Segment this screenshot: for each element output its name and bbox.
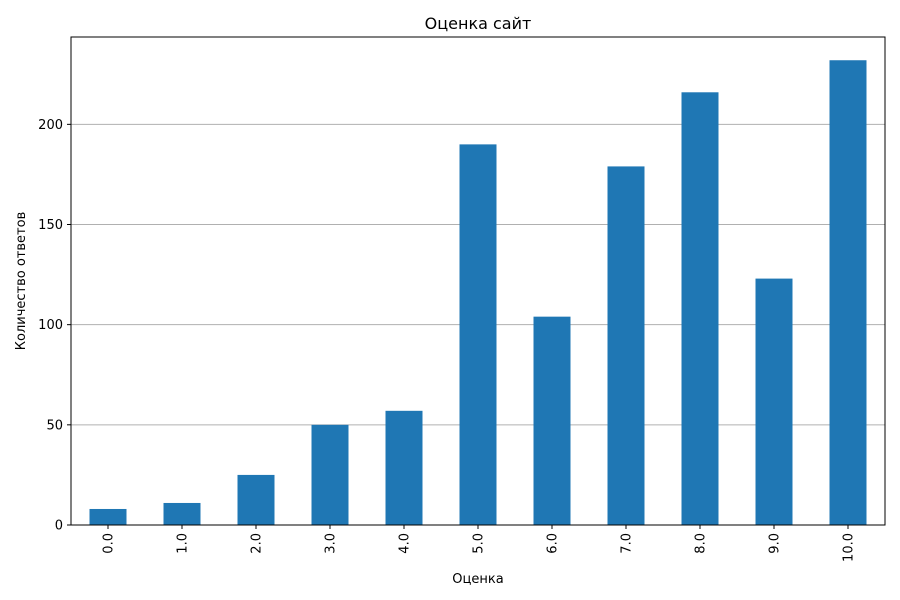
x-axis-ticks: 0.0 1.0 2.0 3.0 4.0 5.0 6.0 7.0 8.0 9.0 10.0 (102, 525, 857, 562)
x-tick-label: 5.0 (472, 533, 487, 554)
y-tick-label: 50 (46, 418, 63, 433)
x-tick-label: 8.0 (694, 533, 709, 554)
y-tick-label: 200 (38, 118, 63, 133)
bar (163, 502, 201, 525)
x-tick-label: 6.0 (546, 533, 561, 554)
bar (385, 410, 423, 525)
bar (311, 424, 349, 525)
x-tick-label: 3.0 (324, 533, 339, 554)
x-tick-label: 7.0 (620, 533, 635, 554)
y-tick-label: 150 (38, 218, 63, 233)
chart-title: Оценка сайт (425, 14, 532, 33)
x-tick-label: 9.0 (768, 533, 783, 554)
x-axis-label: Оценка (452, 572, 503, 587)
y-axis-label: Количество ответов (14, 212, 29, 350)
bar (681, 92, 719, 525)
x-tick-label: 10.0 (842, 533, 857, 562)
bar (237, 474, 275, 525)
bar (89, 508, 127, 525)
x-tick-label: 4.0 (398, 533, 413, 554)
bar (829, 60, 867, 525)
bar (459, 144, 497, 525)
y-tick-label: 100 (38, 318, 63, 333)
y-tick-label: 0 (55, 519, 63, 534)
bar (607, 166, 645, 525)
bar (533, 316, 571, 525)
x-tick-label: 0.0 (102, 533, 117, 554)
x-tick-label: 2.0 (250, 533, 265, 554)
y-axis-ticks: 0 50 100 150 200 (38, 118, 71, 534)
bar (755, 278, 793, 525)
bars (89, 60, 867, 525)
x-tick-label: 1.0 (176, 533, 191, 554)
